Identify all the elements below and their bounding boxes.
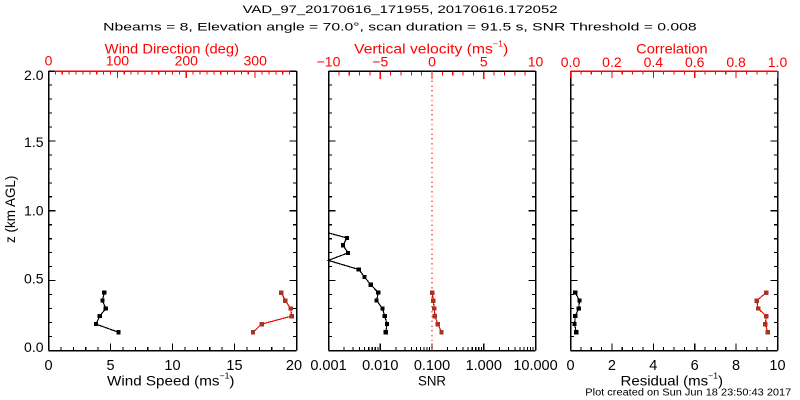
svg-text:−10: −10 [317, 54, 341, 70]
svg-text:0.0: 0.0 [561, 54, 581, 70]
svg-text:100: 100 [106, 52, 130, 68]
svg-text:SNR: SNR [418, 372, 446, 388]
svg-text:Wind Direction (deg): Wind Direction (deg) [105, 40, 239, 56]
svg-text:200: 200 [175, 52, 199, 68]
svg-text:0.001: 0.001 [310, 358, 346, 374]
svg-text:2.0: 2.0 [24, 67, 44, 83]
svg-text:0: 0 [44, 358, 52, 374]
svg-text:1.0: 1.0 [768, 54, 788, 70]
svg-text:Nbeams = 8, Elevation angle =: Nbeams = 8, Elevation angle = 70.0°, sca… [103, 22, 697, 34]
svg-text:10: 10 [769, 358, 785, 374]
svg-text:0: 0 [45, 52, 53, 68]
svg-text:−5: −5 [372, 54, 388, 70]
svg-text:Residual (ms−1): Residual (ms −1) [621, 371, 724, 388]
svg-text:Wind Speed (ms−1): Wind Speed (ms −1) [107, 371, 235, 388]
svg-text:0.4: 0.4 [644, 54, 664, 70]
svg-text:6: 6 [691, 358, 699, 374]
svg-text:4: 4 [649, 358, 657, 374]
svg-text:Plot created on Sun Jun 18 23:: Plot created on Sun Jun 18 23:50:43 2017 [585, 388, 791, 399]
svg-text:1.0: 1.0 [24, 202, 44, 218]
svg-text:0: 0 [566, 358, 574, 374]
svg-text:2: 2 [608, 358, 616, 374]
svg-text:300: 300 [244, 52, 268, 68]
svg-text:10: 10 [528, 54, 544, 70]
svg-text:VAD_97_20170616_171955, 201706: VAD_97_20170616_171955, 20170616.172052 [243, 4, 558, 16]
svg-text:0.8: 0.8 [726, 54, 746, 70]
svg-text:z (km AGL): z (km AGL) [2, 176, 18, 243]
svg-text:0.010: 0.010 [362, 358, 398, 374]
svg-text:0.6: 0.6 [685, 54, 705, 70]
svg-text:0.2: 0.2 [602, 54, 622, 70]
svg-text:5: 5 [106, 358, 114, 374]
svg-text:0.100: 0.100 [414, 358, 450, 374]
svg-text:5: 5 [480, 54, 488, 70]
svg-text:15: 15 [226, 358, 242, 374]
svg-text:Vertical velocity (ms−1): Vertical velocity (ms −1) [354, 39, 508, 56]
svg-text:20: 20 [286, 358, 302, 374]
svg-text:10.000: 10.000 [513, 358, 557, 374]
svg-text:0.5: 0.5 [24, 271, 44, 287]
svg-text:Correlation: Correlation [636, 40, 707, 56]
svg-text:0.0: 0.0 [24, 339, 44, 355]
svg-text:1.000: 1.000 [466, 358, 502, 374]
svg-text:1.5: 1.5 [24, 134, 44, 150]
svg-text:10: 10 [164, 358, 180, 374]
svg-text:0: 0 [428, 54, 436, 70]
svg-text:8: 8 [732, 358, 740, 374]
